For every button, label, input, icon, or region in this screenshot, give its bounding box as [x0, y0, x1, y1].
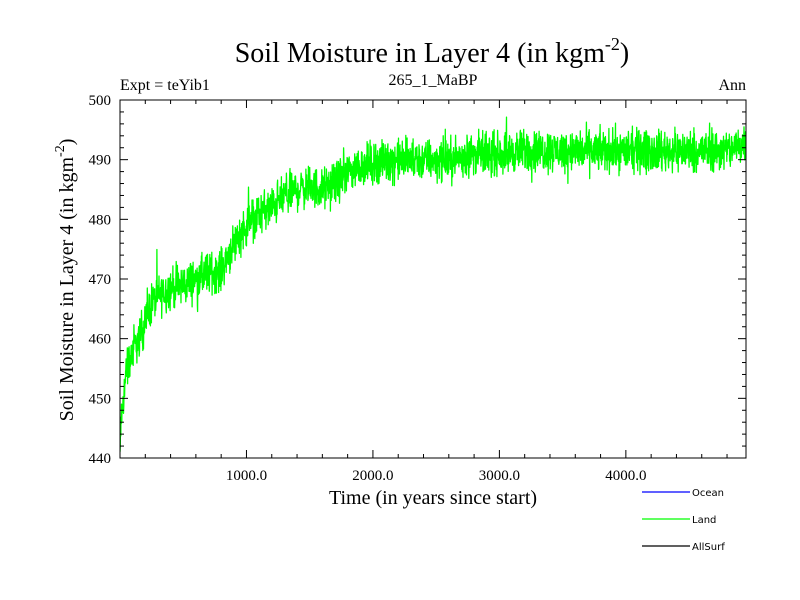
x-axis-ticks: 1000.0 2000.0 3000.0 4000.0 — [144, 100, 728, 484]
legend-land-label: Land — [692, 515, 716, 526]
x-tick-label: 2000.0 — [352, 468, 393, 484]
y-tick-label: 470 — [89, 272, 112, 288]
y-axis-ticks: 440 450 460 470 480 490 500 — [89, 93, 746, 467]
legend-ocean-label: Ocean — [692, 488, 724, 499]
subtitle-experiment: Expt = teYib1 — [120, 77, 210, 94]
y-tick-label: 450 — [89, 391, 112, 407]
y-tick-label: 500 — [89, 93, 112, 109]
y-tick-label: 480 — [89, 212, 112, 228]
x-tick-label: 3000.0 — [479, 468, 520, 484]
legend: Ocean Land AllSurf — [642, 488, 725, 553]
y-axis-label: Soil Moisture in Layer 4 (in kgm-2) — [53, 139, 78, 422]
y-tick-label: 490 — [89, 153, 112, 169]
subtitle-run: 265_1_MaBP — [389, 72, 478, 89]
x-axis-label: Time (in years since start) — [329, 487, 537, 509]
legend-allsurf-label: AllSurf — [692, 542, 725, 553]
y-tick-label: 460 — [89, 332, 112, 348]
x-tick-label: 4000.0 — [605, 468, 646, 484]
series-land-line — [120, 116, 746, 452]
subtitle-season: Ann — [718, 77, 746, 94]
y-tick-label: 440 — [89, 451, 112, 467]
chart-title: Soil Moisture in Layer 4 (in kgm-2) — [235, 34, 630, 69]
x-tick-label: 1000.0 — [226, 468, 267, 484]
